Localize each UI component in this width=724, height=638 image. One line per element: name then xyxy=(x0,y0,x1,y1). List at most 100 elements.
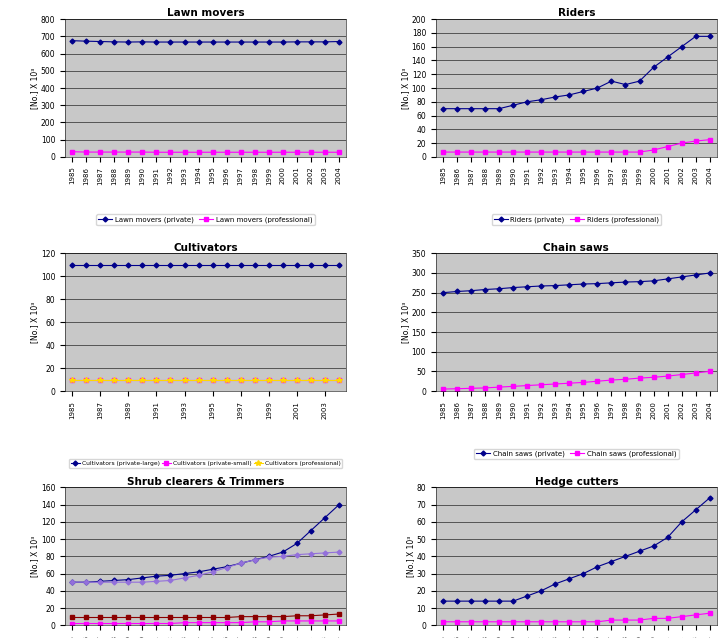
Line: Trimmers (professional): Trimmers (professional) xyxy=(70,612,341,619)
Cultivators (professional) xyxy=(180,376,189,383)
Cultivators (professional) xyxy=(334,376,343,383)
Line: Cultivators (professional): Cultivators (professional) xyxy=(70,377,342,382)
Lawn movers (private) xyxy=(124,38,132,46)
Trimmers (private) xyxy=(236,560,245,567)
Shrub clearers (professional) xyxy=(264,618,273,626)
Hedge cutters (private) xyxy=(537,587,546,595)
Legend: Lawn movers (private), Lawn movers (professional): Lawn movers (private), Lawn movers (prof… xyxy=(96,214,315,225)
Shrub clearers (professional) xyxy=(166,619,174,627)
Cultivators (professional) xyxy=(236,376,245,383)
Lawn movers (private) xyxy=(68,37,77,45)
Cultivators (professional) xyxy=(209,376,217,383)
Trimmers (private) xyxy=(292,551,301,558)
Cultivators (private-small) xyxy=(68,376,77,383)
Cultivators (professional) xyxy=(152,376,161,383)
Hedge cutters (private) xyxy=(481,597,489,605)
Trimmers (private) xyxy=(222,564,231,572)
Riders (professional) xyxy=(635,148,644,156)
Lawn movers (professional) xyxy=(82,148,90,156)
Cultivators (private-large) xyxy=(209,261,217,269)
Hedge cutters (professional) xyxy=(663,614,672,622)
Hedge cutters (professional) xyxy=(452,618,461,626)
Shrub clearers (private) xyxy=(110,577,119,584)
Hedge cutters (professional) xyxy=(523,618,531,626)
Trimmers (private) xyxy=(209,568,217,575)
Trimmers (private) xyxy=(251,556,259,563)
Hedge cutters (professional) xyxy=(607,616,616,624)
Lawn movers (private) xyxy=(110,38,119,46)
Shrub clearers (professional) xyxy=(124,619,132,627)
Cultivators (professional) xyxy=(166,376,174,383)
Cultivators (private-small) xyxy=(306,376,315,383)
Chain saws (professional) xyxy=(439,385,447,393)
Cultivators (private-small) xyxy=(180,376,189,383)
Shrub clearers (private) xyxy=(82,579,90,586)
Cultivators (private-large) xyxy=(110,261,119,269)
Line: Chain saws (private): Chain saws (private) xyxy=(441,271,712,294)
Line: Riders (private): Riders (private) xyxy=(441,34,712,110)
Shrub clearers (professional) xyxy=(209,619,217,627)
Trimmers (private) xyxy=(321,549,329,557)
Legend: Cultivators (private-large), Cultivators (private-small), Cultivators (professio: Cultivators (private-large), Cultivators… xyxy=(69,459,342,468)
Lawn movers (private) xyxy=(236,38,245,46)
Y-axis label: [No.] X 10³: [No.] X 10³ xyxy=(401,302,411,343)
Line: Shrub clearers (professional): Shrub clearers (professional) xyxy=(70,619,341,625)
Y-axis label: [No.] X 10³: [No.] X 10³ xyxy=(30,302,40,343)
Hedge cutters (professional) xyxy=(481,618,489,626)
Chain saws (professional) xyxy=(705,367,714,375)
Shrub clearers (private) xyxy=(222,563,231,570)
Cultivators (private-large) xyxy=(321,261,329,269)
Cultivators (private-large) xyxy=(166,261,174,269)
Cultivators (private-small) xyxy=(166,376,174,383)
Shrub clearers (private) xyxy=(321,514,329,521)
Chain saws (private) xyxy=(439,289,447,297)
Cultivators (private-small) xyxy=(236,376,245,383)
Riders (professional) xyxy=(649,146,658,154)
Hedge cutters (private) xyxy=(494,597,503,605)
Hedge cutters (private) xyxy=(523,592,531,600)
Cultivators (private-small) xyxy=(138,376,147,383)
Lawn movers (professional) xyxy=(236,149,245,156)
Chain saws (professional) xyxy=(452,385,461,392)
Hedge cutters (professional) xyxy=(579,618,588,626)
Chain saws (private) xyxy=(551,282,560,290)
Riders (private) xyxy=(452,105,461,112)
Hedge cutters (private) xyxy=(691,506,700,514)
Lawn movers (professional) xyxy=(166,149,174,156)
Cultivators (professional) xyxy=(82,376,90,383)
Riders (private) xyxy=(649,64,658,71)
Trimmers (private) xyxy=(264,553,273,561)
Riders (professional) xyxy=(607,148,616,156)
Hedge cutters (professional) xyxy=(494,618,503,626)
Chain saws (private) xyxy=(705,269,714,277)
Chain saws (professional) xyxy=(663,373,672,380)
Lawn movers (professional) xyxy=(152,149,161,156)
Riders (private) xyxy=(523,98,531,106)
Trimmers (professional) xyxy=(292,612,301,619)
Chain saws (private) xyxy=(509,284,518,292)
Hedge cutters (professional) xyxy=(565,618,573,626)
Hedge cutters (private) xyxy=(678,518,686,526)
Cultivators (private-large) xyxy=(180,261,189,269)
Lawn movers (professional) xyxy=(124,148,132,156)
Legend: Riders (private), Riders (professional): Riders (private), Riders (professional) xyxy=(492,214,661,225)
Riders (professional) xyxy=(551,148,560,156)
Trimmers (private) xyxy=(152,577,161,585)
Cultivators (professional) xyxy=(306,376,315,383)
Shrub clearers (private) xyxy=(251,556,259,563)
Cultivators (private-large) xyxy=(264,261,273,269)
Trimmers (professional) xyxy=(236,613,245,621)
Chain saws (professional) xyxy=(621,375,630,383)
Chain saws (private) xyxy=(649,277,658,285)
Riders (professional) xyxy=(663,143,672,151)
Shrub clearers (professional) xyxy=(279,617,287,625)
Line: Lawn movers (private): Lawn movers (private) xyxy=(70,39,341,44)
Cultivators (private-small) xyxy=(96,376,104,383)
Hedge cutters (private) xyxy=(579,570,588,577)
Y-axis label: [No.] X 10³: [No.] X 10³ xyxy=(30,536,40,577)
Trimmers (professional) xyxy=(321,611,329,619)
Line: Hedge cutters (private): Hedge cutters (private) xyxy=(441,496,712,603)
Lawn movers (private) xyxy=(292,38,301,46)
Riders (professional) xyxy=(467,148,476,156)
Lawn movers (private) xyxy=(321,38,329,46)
